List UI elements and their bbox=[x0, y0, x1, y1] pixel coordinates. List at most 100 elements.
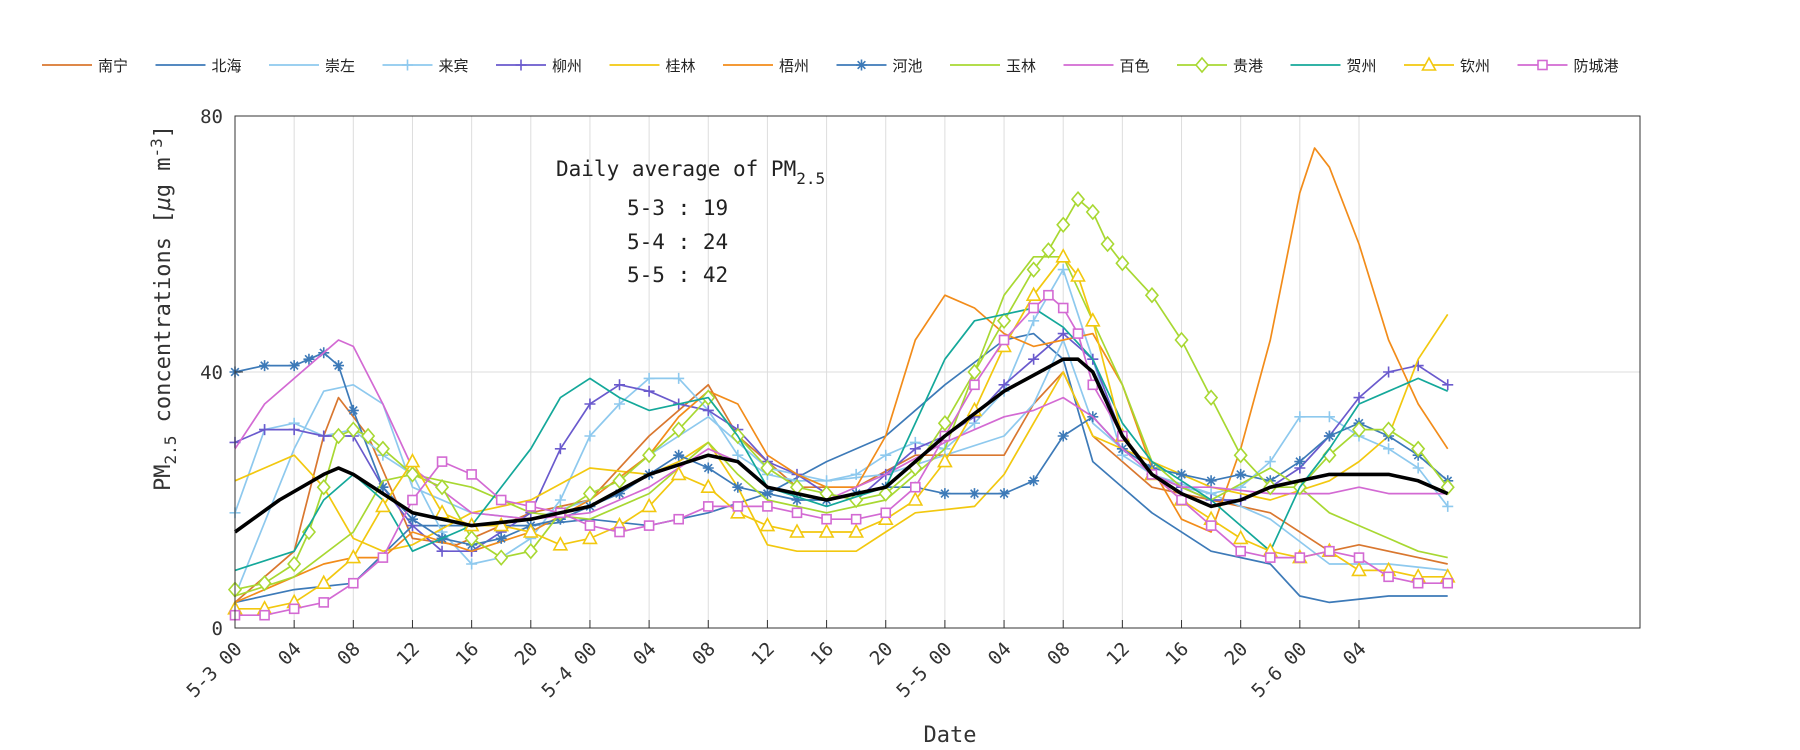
legend-item-来宾: 来宾 bbox=[382, 57, 469, 75]
data-point-30 bbox=[1072, 328, 1084, 339]
legend-label: 来宾 bbox=[439, 57, 469, 75]
data-point-28 bbox=[1043, 289, 1054, 301]
x-tick-label-6: 5-4 00 bbox=[537, 638, 601, 702]
series-average bbox=[233, 357, 1449, 534]
data-point-32 bbox=[1056, 216, 1071, 234]
data-point-11 bbox=[464, 530, 479, 547]
svg-text:PM2.5 concentrations [µg m-3]: PM2.5 concentrations [µg m-3] bbox=[147, 125, 180, 491]
legend-item-防城港: 防城港 bbox=[1517, 57, 1619, 75]
data-point-13 bbox=[523, 542, 538, 560]
x-tick-label-8: 08 bbox=[688, 638, 720, 670]
data-point-25 bbox=[969, 379, 980, 391]
legend-item-河池: 河池 bbox=[836, 57, 923, 75]
data-point-14 bbox=[641, 497, 657, 513]
data-point-6 bbox=[407, 494, 418, 506]
data-point-5 bbox=[375, 497, 391, 513]
data-point-16 bbox=[700, 478, 717, 493]
x-tick-label-14: 08 bbox=[1043, 638, 1075, 670]
data-point-15 bbox=[582, 485, 598, 502]
data-point-13 bbox=[614, 379, 626, 391]
data-point-16 bbox=[702, 501, 714, 512]
data-point-2 bbox=[288, 424, 300, 436]
data-point-35 bbox=[1205, 475, 1217, 487]
data-point-27 bbox=[1028, 302, 1039, 314]
series-line-河池 bbox=[234, 351, 1449, 546]
data-point-21 bbox=[848, 523, 865, 538]
data-point-7 bbox=[361, 427, 376, 445]
x-tick-label-5: 20 bbox=[511, 638, 543, 670]
data-point-12 bbox=[494, 549, 509, 566]
data-point-19 bbox=[732, 481, 744, 493]
data-point-27 bbox=[1025, 286, 1042, 301]
data-point-37 bbox=[1264, 552, 1276, 563]
data-point-37 bbox=[1144, 286, 1160, 304]
data-point-36 bbox=[1115, 254, 1130, 272]
x-tick-label-13: 04 bbox=[984, 638, 1016, 670]
legend-item-崇左: 崇左 bbox=[269, 57, 355, 75]
legend-label: 河池 bbox=[893, 57, 923, 75]
data-point-18 bbox=[759, 516, 776, 532]
data-point-46 bbox=[1411, 440, 1426, 458]
series-line-北海 bbox=[234, 332, 1448, 604]
data-point-legend bbox=[1194, 56, 1210, 74]
data-point-legend bbox=[856, 59, 867, 71]
data-point-legend bbox=[1537, 59, 1548, 71]
data-point-38 bbox=[1174, 331, 1189, 349]
data-point-14 bbox=[643, 520, 655, 531]
data-point-17 bbox=[729, 504, 746, 519]
data-point-40 bbox=[1353, 552, 1365, 563]
data-point-35 bbox=[1232, 529, 1249, 545]
series-北海 bbox=[234, 332, 1448, 604]
legend-label: 梧州 bbox=[779, 57, 809, 75]
data-point-12 bbox=[584, 430, 596, 442]
data-point-15 bbox=[673, 513, 684, 525]
data-point-28 bbox=[967, 363, 982, 381]
svg-text:Daily average of PM2.5: Daily average of PM2.5 bbox=[556, 157, 825, 188]
data-point-36 bbox=[1235, 545, 1246, 557]
data-point-1 bbox=[259, 609, 270, 621]
data-point-42 bbox=[1412, 577, 1424, 589]
x-tick-label-1: 04 bbox=[274, 638, 306, 670]
legend-label: 防城港 bbox=[1574, 57, 1619, 75]
data-point-12 bbox=[584, 520, 596, 531]
data-point-21 bbox=[850, 513, 862, 525]
y-title-pm: PM bbox=[151, 465, 176, 492]
data-point-22 bbox=[880, 449, 892, 461]
legend-label: 玉林 bbox=[1006, 57, 1036, 75]
data-point-1 bbox=[257, 574, 272, 592]
data-point-39 bbox=[1351, 561, 1367, 577]
data-point-11 bbox=[552, 536, 569, 551]
data-point-19 bbox=[791, 507, 803, 519]
data-point-36 bbox=[1294, 411, 1306, 423]
data-point-18 bbox=[671, 421, 686, 438]
data-point-40 bbox=[1412, 462, 1424, 474]
data-point-14 bbox=[643, 385, 655, 397]
data-point-39 bbox=[1324, 545, 1335, 557]
data-point-30 bbox=[1084, 312, 1101, 327]
series-line-梧州 bbox=[234, 147, 1449, 604]
data-point-37 bbox=[1323, 411, 1335, 423]
data-point-39 bbox=[1323, 430, 1335, 442]
data-point-9 bbox=[495, 494, 507, 506]
series-layer bbox=[227, 147, 1456, 621]
data-point-10 bbox=[522, 523, 539, 538]
data-point-20 bbox=[818, 523, 835, 538]
data-point-8 bbox=[466, 469, 477, 480]
legend-item-北海: 北海 bbox=[155, 57, 242, 75]
data-point-7 bbox=[434, 504, 450, 519]
series-桂林 bbox=[234, 313, 1449, 553]
data-point-20 bbox=[821, 475, 833, 487]
data-point-43 bbox=[1442, 577, 1454, 589]
data-point-4 bbox=[345, 548, 362, 564]
data-point-22 bbox=[877, 510, 894, 525]
series-贺州 bbox=[234, 307, 1449, 572]
data-point-33 bbox=[1070, 190, 1086, 208]
data-point-7 bbox=[377, 481, 389, 493]
y-title-g: g m bbox=[151, 157, 176, 197]
data-point-6 bbox=[404, 452, 421, 468]
data-point-14 bbox=[643, 372, 655, 384]
data-point-23 bbox=[910, 481, 921, 493]
data-point-27 bbox=[1028, 353, 1040, 365]
x-tick-label-19: 04 bbox=[1339, 638, 1371, 670]
